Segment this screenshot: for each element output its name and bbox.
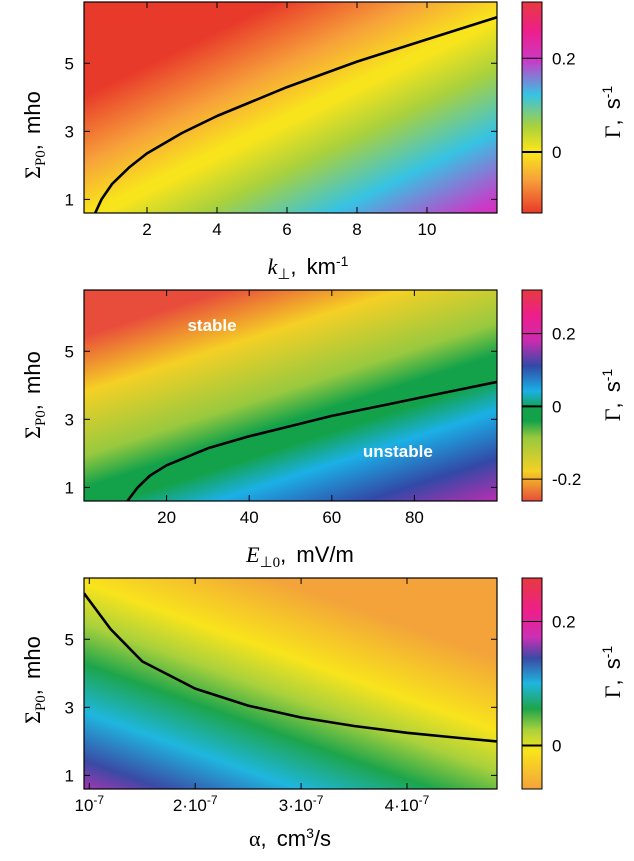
y-axis-label: ΣP0, mho bbox=[20, 91, 49, 179]
colorbar-tick-label: 0.2 bbox=[552, 325, 576, 344]
plot-frame bbox=[83, 289, 498, 502]
x-tick-label: 10-7 bbox=[74, 793, 104, 815]
panel-electric-field: 20 40 60 80 1 3 5 stable unstable ΣP0, mho E⊥0,… bbox=[20, 289, 625, 571]
x-axis-label: E⊥0, mV/m bbox=[245, 542, 354, 571]
colorbar-tick-label: 0 bbox=[552, 737, 561, 756]
x-tick-label: 3·10-7 bbox=[279, 793, 324, 815]
x-axis-label: α, cm3/s bbox=[249, 825, 331, 851]
zero-growth-contour bbox=[126, 380, 497, 501]
colorbar-label: Γ, s-1 bbox=[599, 369, 625, 422]
x-axis-label: k⊥, km-1 bbox=[268, 253, 349, 283]
colorbar-tick-label: -0.2 bbox=[552, 470, 581, 489]
plot-frame bbox=[83, 577, 498, 790]
region-annotation: stable bbox=[187, 316, 236, 335]
y-tick-label: 5 bbox=[65, 630, 74, 649]
panel-wavenumber: 2 4 6 8 10 1 3 5 ΣP0, mho k⊥, km-1 0 0.2 Γ, s-1 bbox=[20, 1, 625, 283]
zero-growth-contour bbox=[84, 592, 497, 743]
panel-recombination: 10-7 2·10-7 3·10-7 4·10-7 1 3 5 ΣP0, mho α, cm… bbox=[20, 577, 625, 851]
colorbar-label: Γ, s-1 bbox=[599, 86, 625, 139]
heatmap-wavenumber bbox=[84, 2, 497, 213]
region-annotation: unstable bbox=[363, 442, 433, 461]
colorbar-wavenumber bbox=[521, 1, 543, 214]
plot-frame bbox=[83, 1, 498, 214]
y-tick-label: 5 bbox=[65, 342, 74, 361]
x-tick-label: 2·10-7 bbox=[173, 793, 218, 815]
x-tick-label: 10 bbox=[418, 220, 437, 239]
y-axis-label: ΣP0, mho bbox=[20, 636, 49, 724]
x-tick-label: 4·10-7 bbox=[385, 793, 430, 815]
x-tick-label: 80 bbox=[405, 508, 424, 527]
x-tick-label: 6 bbox=[282, 220, 291, 239]
x-tick-label: 60 bbox=[322, 508, 341, 527]
y-tick-label: 1 bbox=[65, 190, 74, 209]
colorbar-tick-label: 0.2 bbox=[552, 49, 576, 68]
zero-growth-contour bbox=[94, 16, 497, 213]
x-tick-label: 2 bbox=[142, 220, 151, 239]
x-tick-label: 8 bbox=[352, 220, 361, 239]
colorbar-tick-label: 0 bbox=[552, 397, 561, 416]
y-tick-label: 3 bbox=[65, 410, 74, 429]
colorbar-recombination bbox=[521, 577, 543, 790]
colorbar-label: Γ, s-1 bbox=[599, 646, 625, 699]
y-tick-label: 1 bbox=[65, 766, 74, 785]
colorbar-tick-label: 0.2 bbox=[552, 612, 576, 631]
x-tick-label: 40 bbox=[240, 508, 259, 527]
colorbar-tick-label: 0 bbox=[552, 143, 561, 162]
y-tick-label: 5 bbox=[65, 54, 74, 73]
y-tick-label: 3 bbox=[65, 698, 74, 717]
y-tick-label: 1 bbox=[65, 478, 74, 497]
x-tick-label: 4 bbox=[212, 220, 221, 239]
y-tick-label: 3 bbox=[65, 122, 74, 141]
colorbar-electric-field bbox=[521, 289, 543, 502]
y-axis-label: ΣP0, mho bbox=[20, 351, 49, 439]
x-tick-label: 20 bbox=[157, 508, 176, 527]
heatmap-recombination bbox=[84, 578, 497, 789]
